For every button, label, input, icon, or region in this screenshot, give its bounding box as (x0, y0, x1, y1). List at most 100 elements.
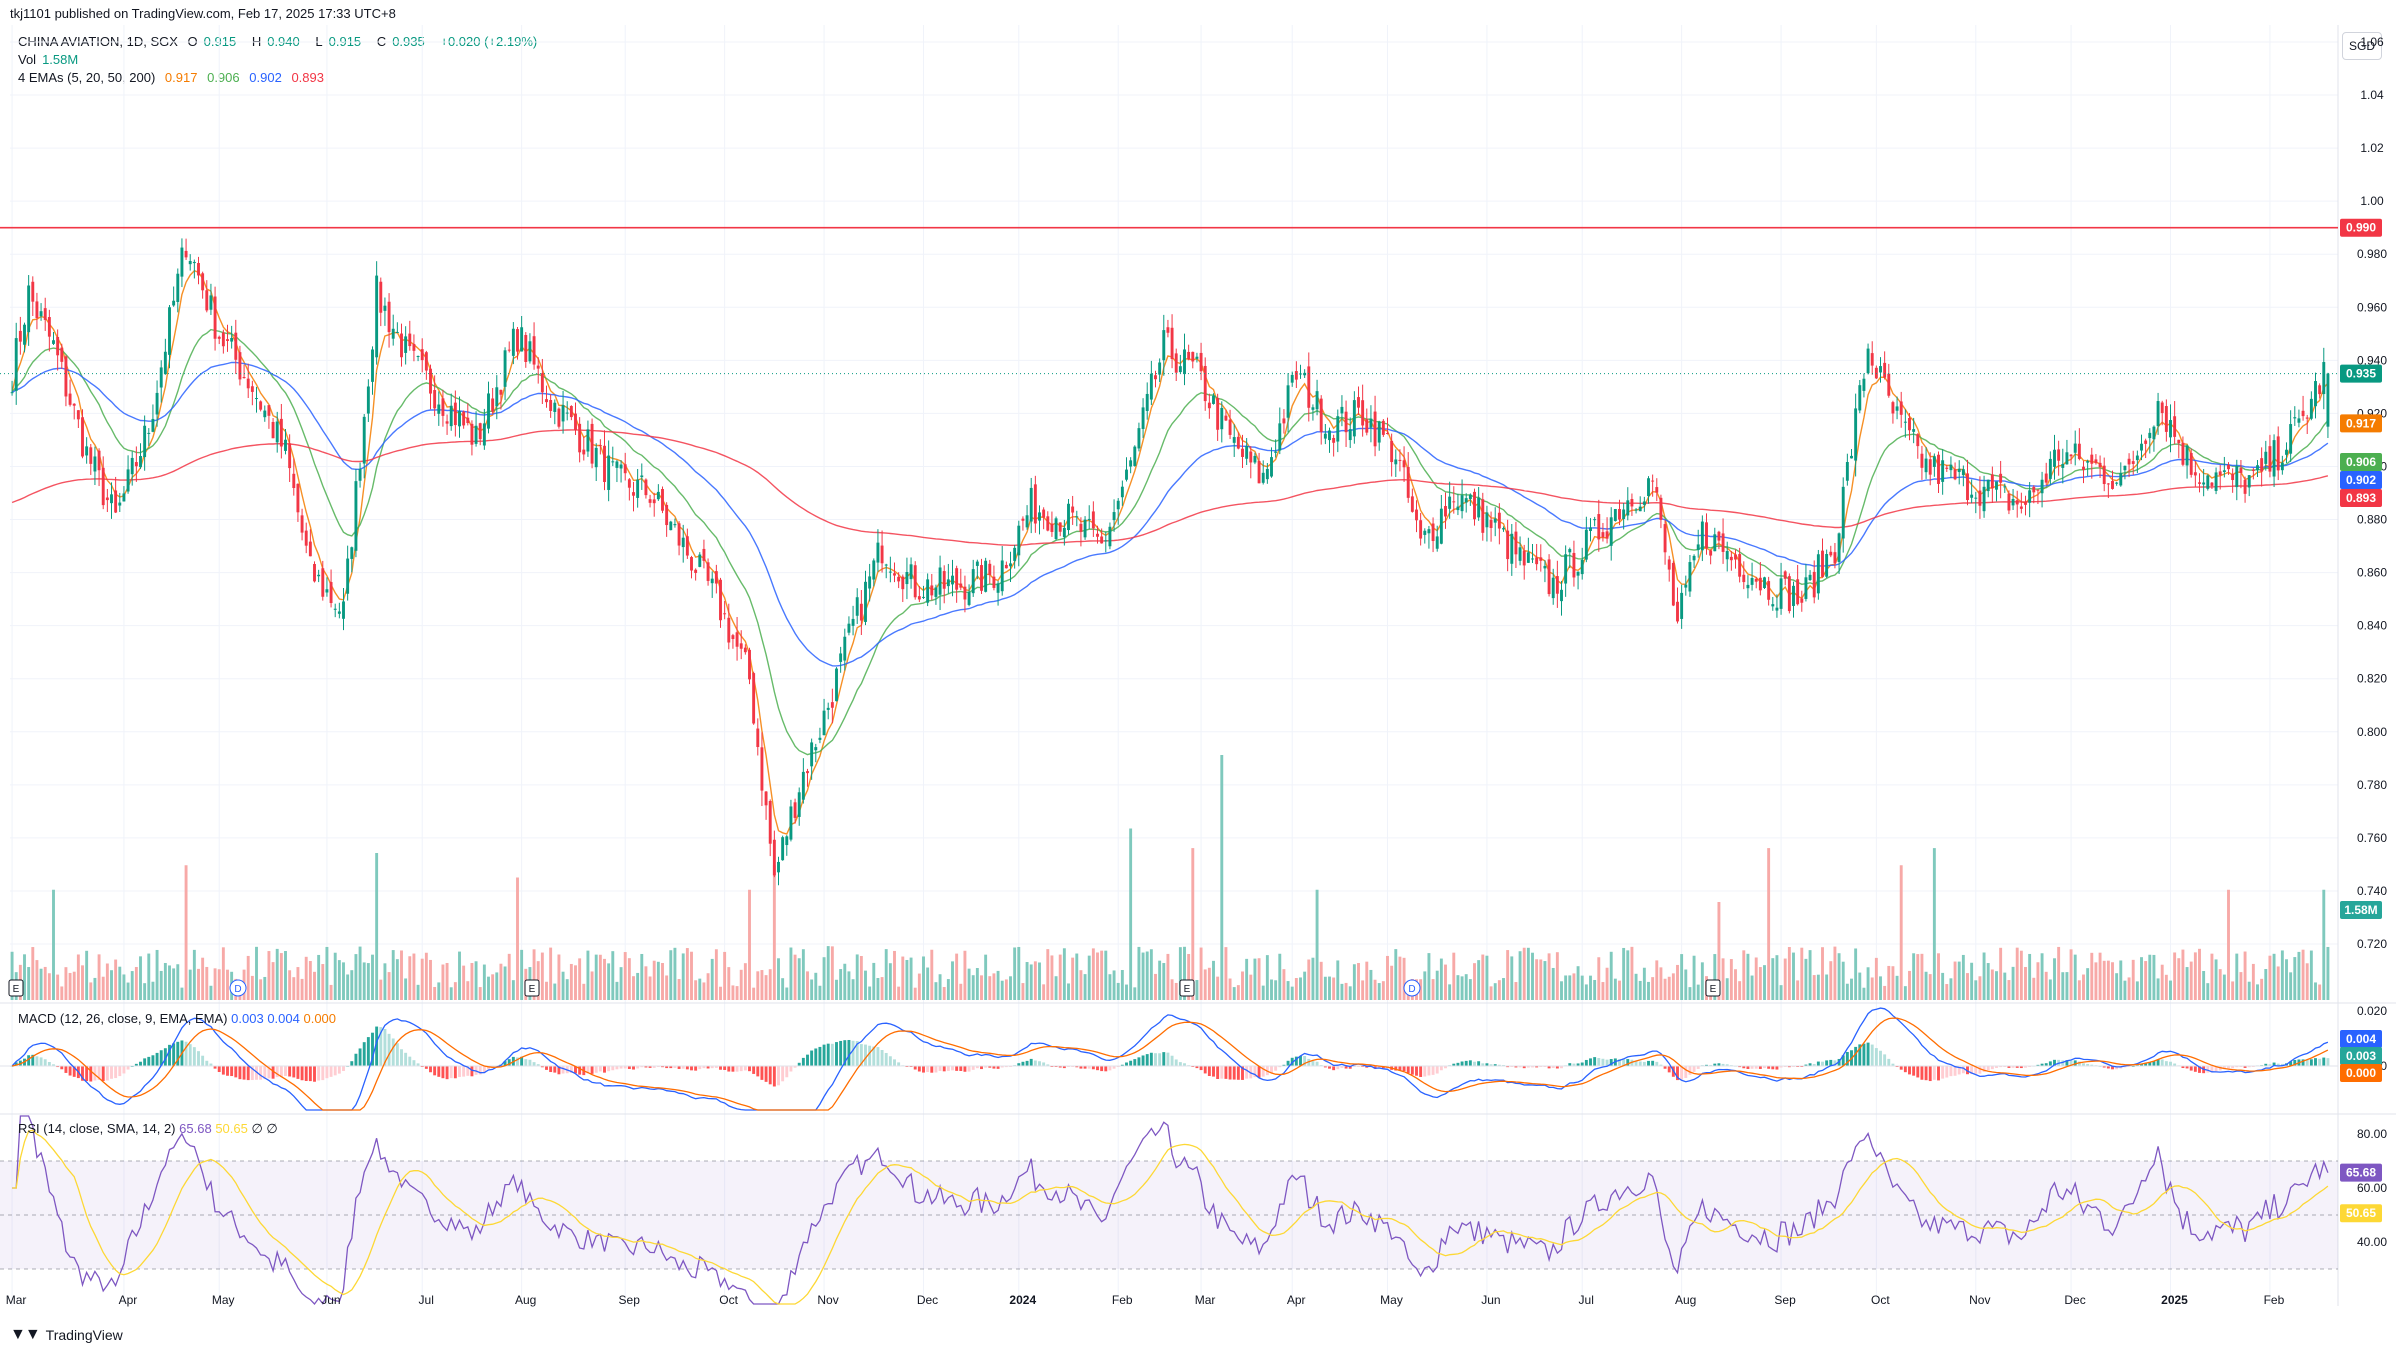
volume-bar (2268, 955, 2272, 1000)
price-tick-label: 1.06 (2360, 35, 2384, 49)
macd-bar (321, 1066, 325, 1081)
volume-bar (1154, 973, 1157, 1000)
volume-bar (868, 986, 872, 1000)
volume-bar (1555, 952, 1559, 1000)
volume-bar (2135, 981, 2139, 1000)
macd-bar (1622, 1059, 1626, 1066)
candle-body (528, 341, 532, 362)
candle-body (2040, 479, 2044, 494)
macd-bar (1398, 1066, 1402, 1071)
volume-bar (1270, 979, 1273, 1000)
candle-body (449, 405, 453, 427)
macd-bar (2231, 1066, 2235, 1069)
candle-body (1336, 416, 1340, 442)
macd-bar (39, 1057, 43, 1066)
candle-body (1394, 459, 1398, 465)
macd-bar (797, 1062, 801, 1066)
candle-body (1050, 523, 1054, 532)
candle-body (1116, 500, 1120, 510)
candle-body (1924, 458, 1928, 473)
volume-bar (404, 978, 408, 1000)
macd-bar (557, 1066, 561, 1075)
macd-bar (1680, 1066, 1684, 1080)
candle-body (561, 405, 565, 422)
volume-bar (429, 959, 432, 1000)
volume-bar (27, 967, 31, 1000)
volume-bar (665, 975, 669, 1000)
ema-legend[interactable]: 4 EMAs (5, 20, 50, 200) 0.917 0.906 0.90… (18, 70, 324, 85)
candle-body (578, 423, 582, 453)
candle-body (1444, 506, 1447, 517)
macd-legend[interactable]: MACD (12, 26, close, 9, EMA, EMA) 0.003 … (18, 1011, 337, 1026)
macd-bar (1725, 1064, 1729, 1066)
footer-brand[interactable]: ▼▼ TradingView (10, 1326, 123, 1343)
candle-body (1009, 563, 1012, 567)
time-tick-label: Aug (515, 1293, 536, 1307)
volume-bar (1278, 953, 1282, 1000)
candle-body (516, 329, 519, 352)
macd-bar (1746, 1066, 1750, 1069)
macd-bar (1257, 1066, 1261, 1078)
volume-bar (1510, 956, 1514, 1000)
svg-text:0.906: 0.906 (2346, 455, 2376, 469)
macd-bar (855, 1041, 859, 1066)
candle-body (2160, 402, 2164, 414)
candle-body (2069, 454, 2073, 457)
macd-bar (250, 1066, 254, 1081)
currency-button[interactable]: SGD (2342, 32, 2382, 60)
macd-bar (2082, 1063, 2085, 1066)
volume-bar (1178, 947, 1182, 1000)
candle-body (1522, 550, 1526, 566)
volume-bar (590, 971, 594, 1000)
volume-legend[interactable]: Vol 1.58M (18, 52, 79, 67)
macd-bar (760, 1066, 764, 1080)
macd-bar (1199, 1066, 1203, 1071)
volume-bar (511, 980, 515, 1000)
candle-body (143, 425, 147, 458)
macd-bar (640, 1066, 644, 1068)
macd-bar (362, 1042, 366, 1066)
candle-body (27, 285, 31, 333)
macd-bar (1555, 1066, 1559, 1069)
candle-body (1908, 417, 1911, 431)
rsi-legend[interactable]: RSI (14, close, SMA, 14, 2) 65.68 50.65 … (18, 1121, 278, 1136)
macd-bar (134, 1063, 138, 1066)
volume-bar (2198, 948, 2201, 1000)
candle-body (942, 571, 946, 589)
volume-bar (337, 960, 341, 1000)
candle-body (1850, 455, 1853, 459)
macd-bar (2106, 1066, 2110, 1069)
macd-bar (2280, 1063, 2284, 1066)
candle-body (636, 479, 640, 498)
volume-bar (1854, 948, 1858, 1000)
candle-body (23, 324, 26, 345)
candle-body (2314, 381, 2317, 407)
macd-bar (1605, 1059, 1609, 1066)
volume-bar (2011, 966, 2015, 1000)
macd-bar (1133, 1059, 1137, 1066)
volume-bar (553, 983, 557, 1000)
volume-bar (793, 954, 797, 1000)
macd-bar (2144, 1063, 2148, 1066)
macd-bar (603, 1066, 606, 1073)
macd-bar (1721, 1063, 1725, 1066)
macd-bar (1497, 1064, 1501, 1066)
volume-bar (1158, 960, 1162, 1000)
candle-body (39, 311, 43, 317)
macd-bar (1154, 1053, 1157, 1066)
macd-bar (1340, 1066, 1344, 1068)
volume-bar (176, 964, 180, 1000)
macd-bar (404, 1052, 408, 1066)
candle-body (690, 557, 693, 571)
macd-bar (101, 1066, 105, 1082)
volume-bar (901, 956, 905, 1000)
volume-bar (652, 960, 656, 1000)
candle-body (118, 502, 122, 506)
svg-text:D: D (234, 984, 241, 995)
candle-body (1228, 419, 1232, 435)
macd-bar (1858, 1044, 1862, 1066)
candle-body (694, 569, 698, 573)
candle-body (785, 836, 789, 846)
volume-bar (1054, 976, 1058, 1000)
